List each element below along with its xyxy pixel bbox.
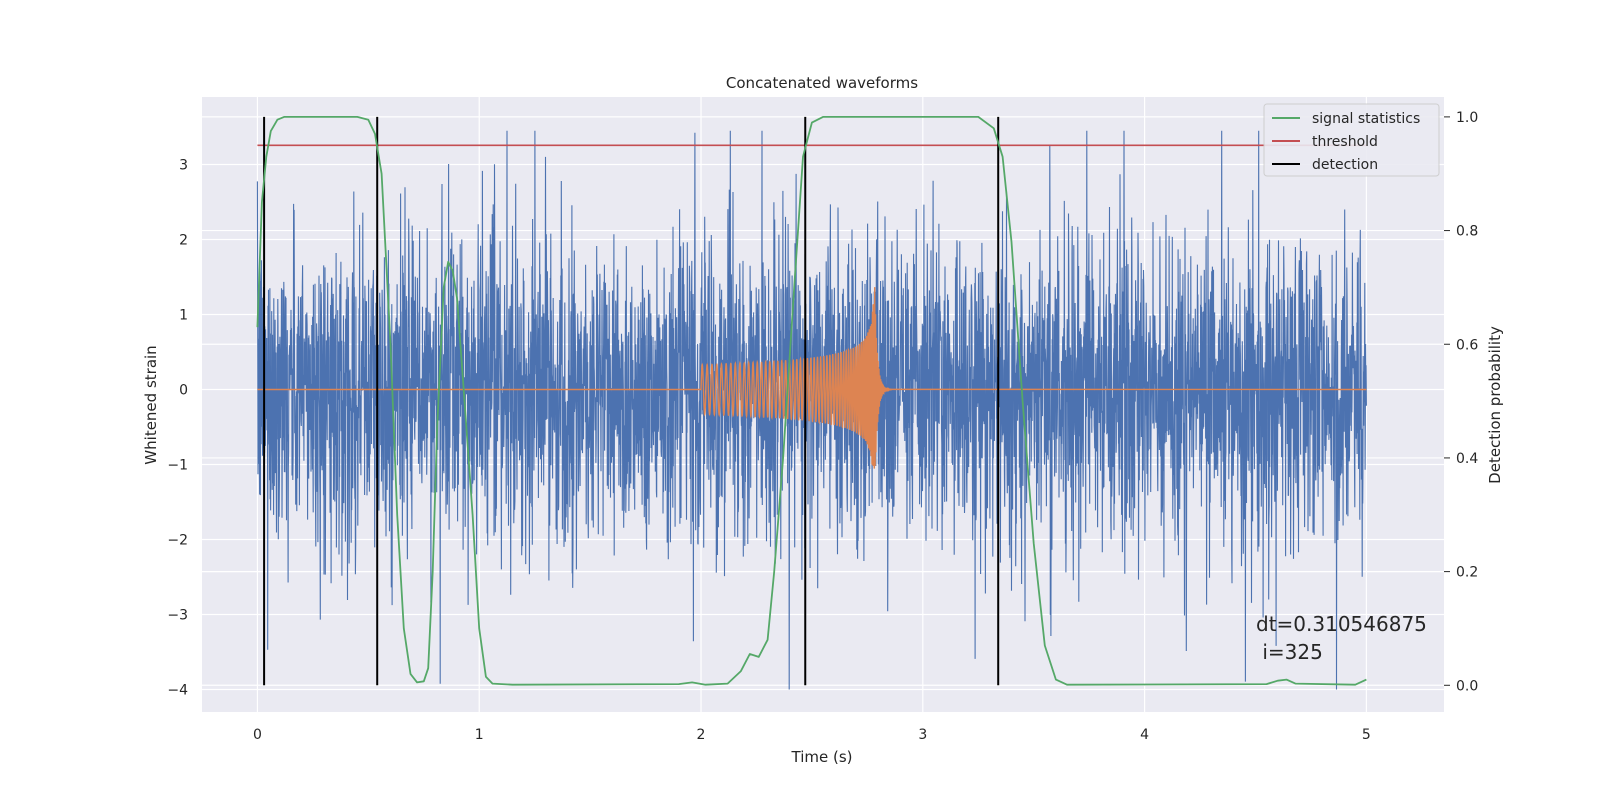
legend-label: signal statistics bbox=[1312, 111, 1420, 127]
chart-title: Concatenated waveforms bbox=[726, 74, 918, 92]
detection-series bbox=[263, 116, 1000, 686]
y2-axis-label: Detection probability bbox=[1486, 326, 1504, 484]
legend: signal statistics threshold detection bbox=[1263, 103, 1440, 177]
template-series bbox=[257, 287, 1367, 469]
y-tick-label: −4 bbox=[167, 683, 188, 699]
strain-series bbox=[256, 130, 1367, 690]
legend-label: threshold bbox=[1312, 134, 1378, 150]
y2-tick-label: 0.8 bbox=[1456, 224, 1478, 240]
x-tick-label: 4 bbox=[1140, 727, 1149, 743]
template-line bbox=[257, 287, 1367, 469]
y-tick-label: −3 bbox=[167, 608, 188, 624]
x-tick-label: 5 bbox=[1362, 727, 1371, 743]
y-axis-label: Whitened strain bbox=[142, 345, 160, 464]
legend-box bbox=[1263, 103, 1440, 177]
x-tick-label: 3 bbox=[918, 727, 927, 743]
y-tick-label: −1 bbox=[167, 458, 188, 474]
signal-statistics-series bbox=[256, 116, 1367, 686]
y-tick-label: 3 bbox=[179, 158, 188, 174]
y-tick-label: −2 bbox=[167, 533, 188, 549]
y2-tick-label: 0.2 bbox=[1456, 565, 1478, 581]
index-annotation: i=325 bbox=[1256, 640, 1323, 664]
x-axis-label: Time (s) bbox=[791, 748, 853, 766]
y-tick-label: 0 bbox=[179, 383, 188, 399]
y2-tick-label: 1.0 bbox=[1456, 110, 1478, 126]
axis-ticks: 0 1 2 3 4 5 3 2 1 0 −1 −2 −3 −4 1.0 0.8 0.6 0.4 0.2 0.0 bbox=[167, 110, 1478, 743]
y2-tick-label: 0.4 bbox=[1456, 451, 1478, 467]
x-tick-label: 1 bbox=[475, 727, 484, 743]
x-tick-label: 0 bbox=[253, 727, 262, 743]
signal-statistics-line bbox=[256, 116, 1367, 686]
dt-annotation: dt=0.310546875 bbox=[1256, 612, 1427, 636]
y2-tick-label: 0.6 bbox=[1456, 337, 1478, 353]
y-tick-label: 2 bbox=[179, 233, 188, 249]
strain-line bbox=[256, 130, 1367, 690]
legend-label: detection bbox=[1312, 157, 1378, 173]
y2-tick-label: 0.0 bbox=[1456, 678, 1478, 694]
y-tick-label: 1 bbox=[179, 308, 188, 324]
x-tick-label: 2 bbox=[697, 727, 706, 743]
